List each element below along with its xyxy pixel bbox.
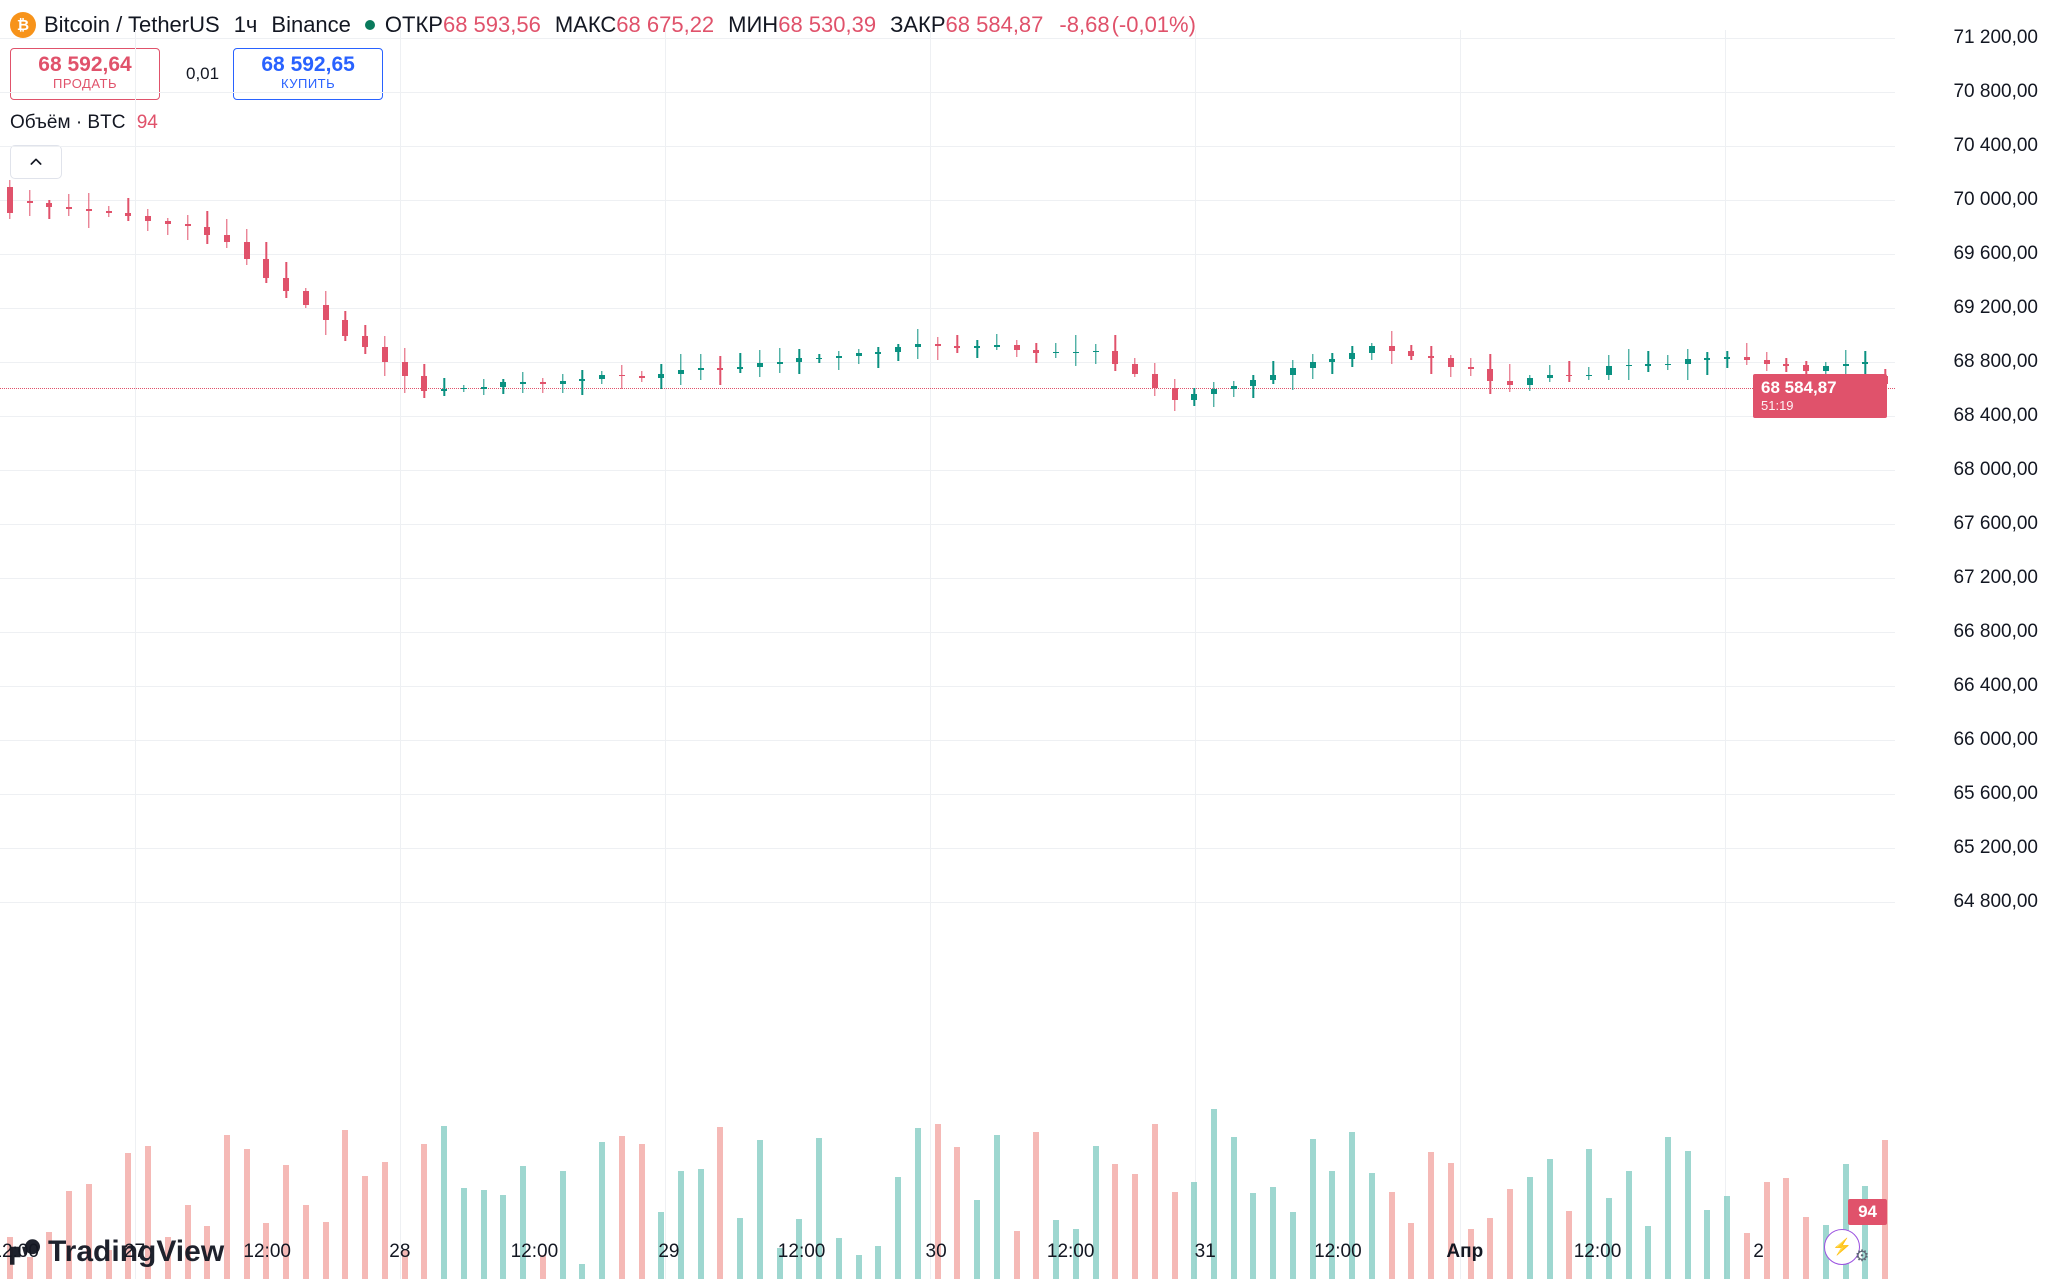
x-axis-tick-label: 12:00 [511,1241,559,1263]
y-axis-tick-label: 70 400,00 [1953,135,2038,157]
y-axis-tick-label: 70 000,00 [1953,189,2038,211]
x-axis-tick-label: Апр [1446,1241,1483,1263]
x-axis-tick-label: 12:00 [1314,1241,1362,1263]
volume-axis-badge[interactable]: 94 [1848,1199,1887,1225]
current-price-badge[interactable]: 68 584,87 51:19 [1753,374,1887,418]
x-axis-tick-label: 12:00 [0,1241,39,1263]
current-price-line [0,388,1895,389]
y-axis-tick-label: 66 800,00 [1953,621,2038,643]
y-axis-labels: 71 200,00 70 800,00 70 400,00 70 000,00 69 6… [1895,0,2048,1279]
y-axis-tick-label: 67 200,00 [1953,567,2038,589]
plot-area[interactable]: 68 584,87 51:19 94 ⚡ ⚙ TradingView [0,0,1895,1279]
gridlines [0,0,1895,1279]
x-axis-tick-label: 30 [926,1241,947,1263]
x-axis-tick-label: 2 [1753,1241,1764,1263]
y-axis-tick-label: 65 200,00 [1953,837,2038,859]
x-axis-tick-label: 12:00 [1047,1241,1095,1263]
y-axis-tick-label: 66 400,00 [1953,675,2038,697]
x-axis-tick-label: 12:00 [778,1241,826,1263]
y-axis-tick-label: 67 600,00 [1953,513,2038,535]
y-axis-tick-label: 69 600,00 [1953,243,2038,265]
x-axis-labels: 12:00 27 12:00 28 12:00 29 12:00 30 12:00 31 12:00… [0,1241,1895,1271]
x-axis-tick-label: 12:00 [1574,1241,1622,1263]
x-axis-tick-label: 28 [389,1241,410,1263]
x-axis-tick-label: 29 [658,1241,679,1263]
y-axis-tick-label: 68 800,00 [1953,351,2038,373]
y-axis-tick-label: 64 800,00 [1953,891,2038,913]
x-axis-tick-label: 27 [124,1241,145,1263]
y-axis-tick-label: 68 000,00 [1953,459,2038,481]
tradingview-chart-root: ₿ Bitcoin / TetherUS 1ч Binance ОТКР 68 … [0,0,2048,1279]
y-axis-tick-label: 71 200,00 [1953,27,2038,49]
x-axis-tick-label: 12:00 [243,1241,291,1263]
y-axis-tick-label: 69 200,00 [1953,297,2038,319]
y-axis-tick-label: 66 000,00 [1953,729,2038,751]
y-axis-tick-label: 68 400,00 [1953,405,2038,427]
x-axis-tick-label: 31 [1195,1241,1216,1263]
y-axis-tick-label: 65 600,00 [1953,783,2038,805]
y-axis-tick-label: 70 800,00 [1953,81,2038,103]
